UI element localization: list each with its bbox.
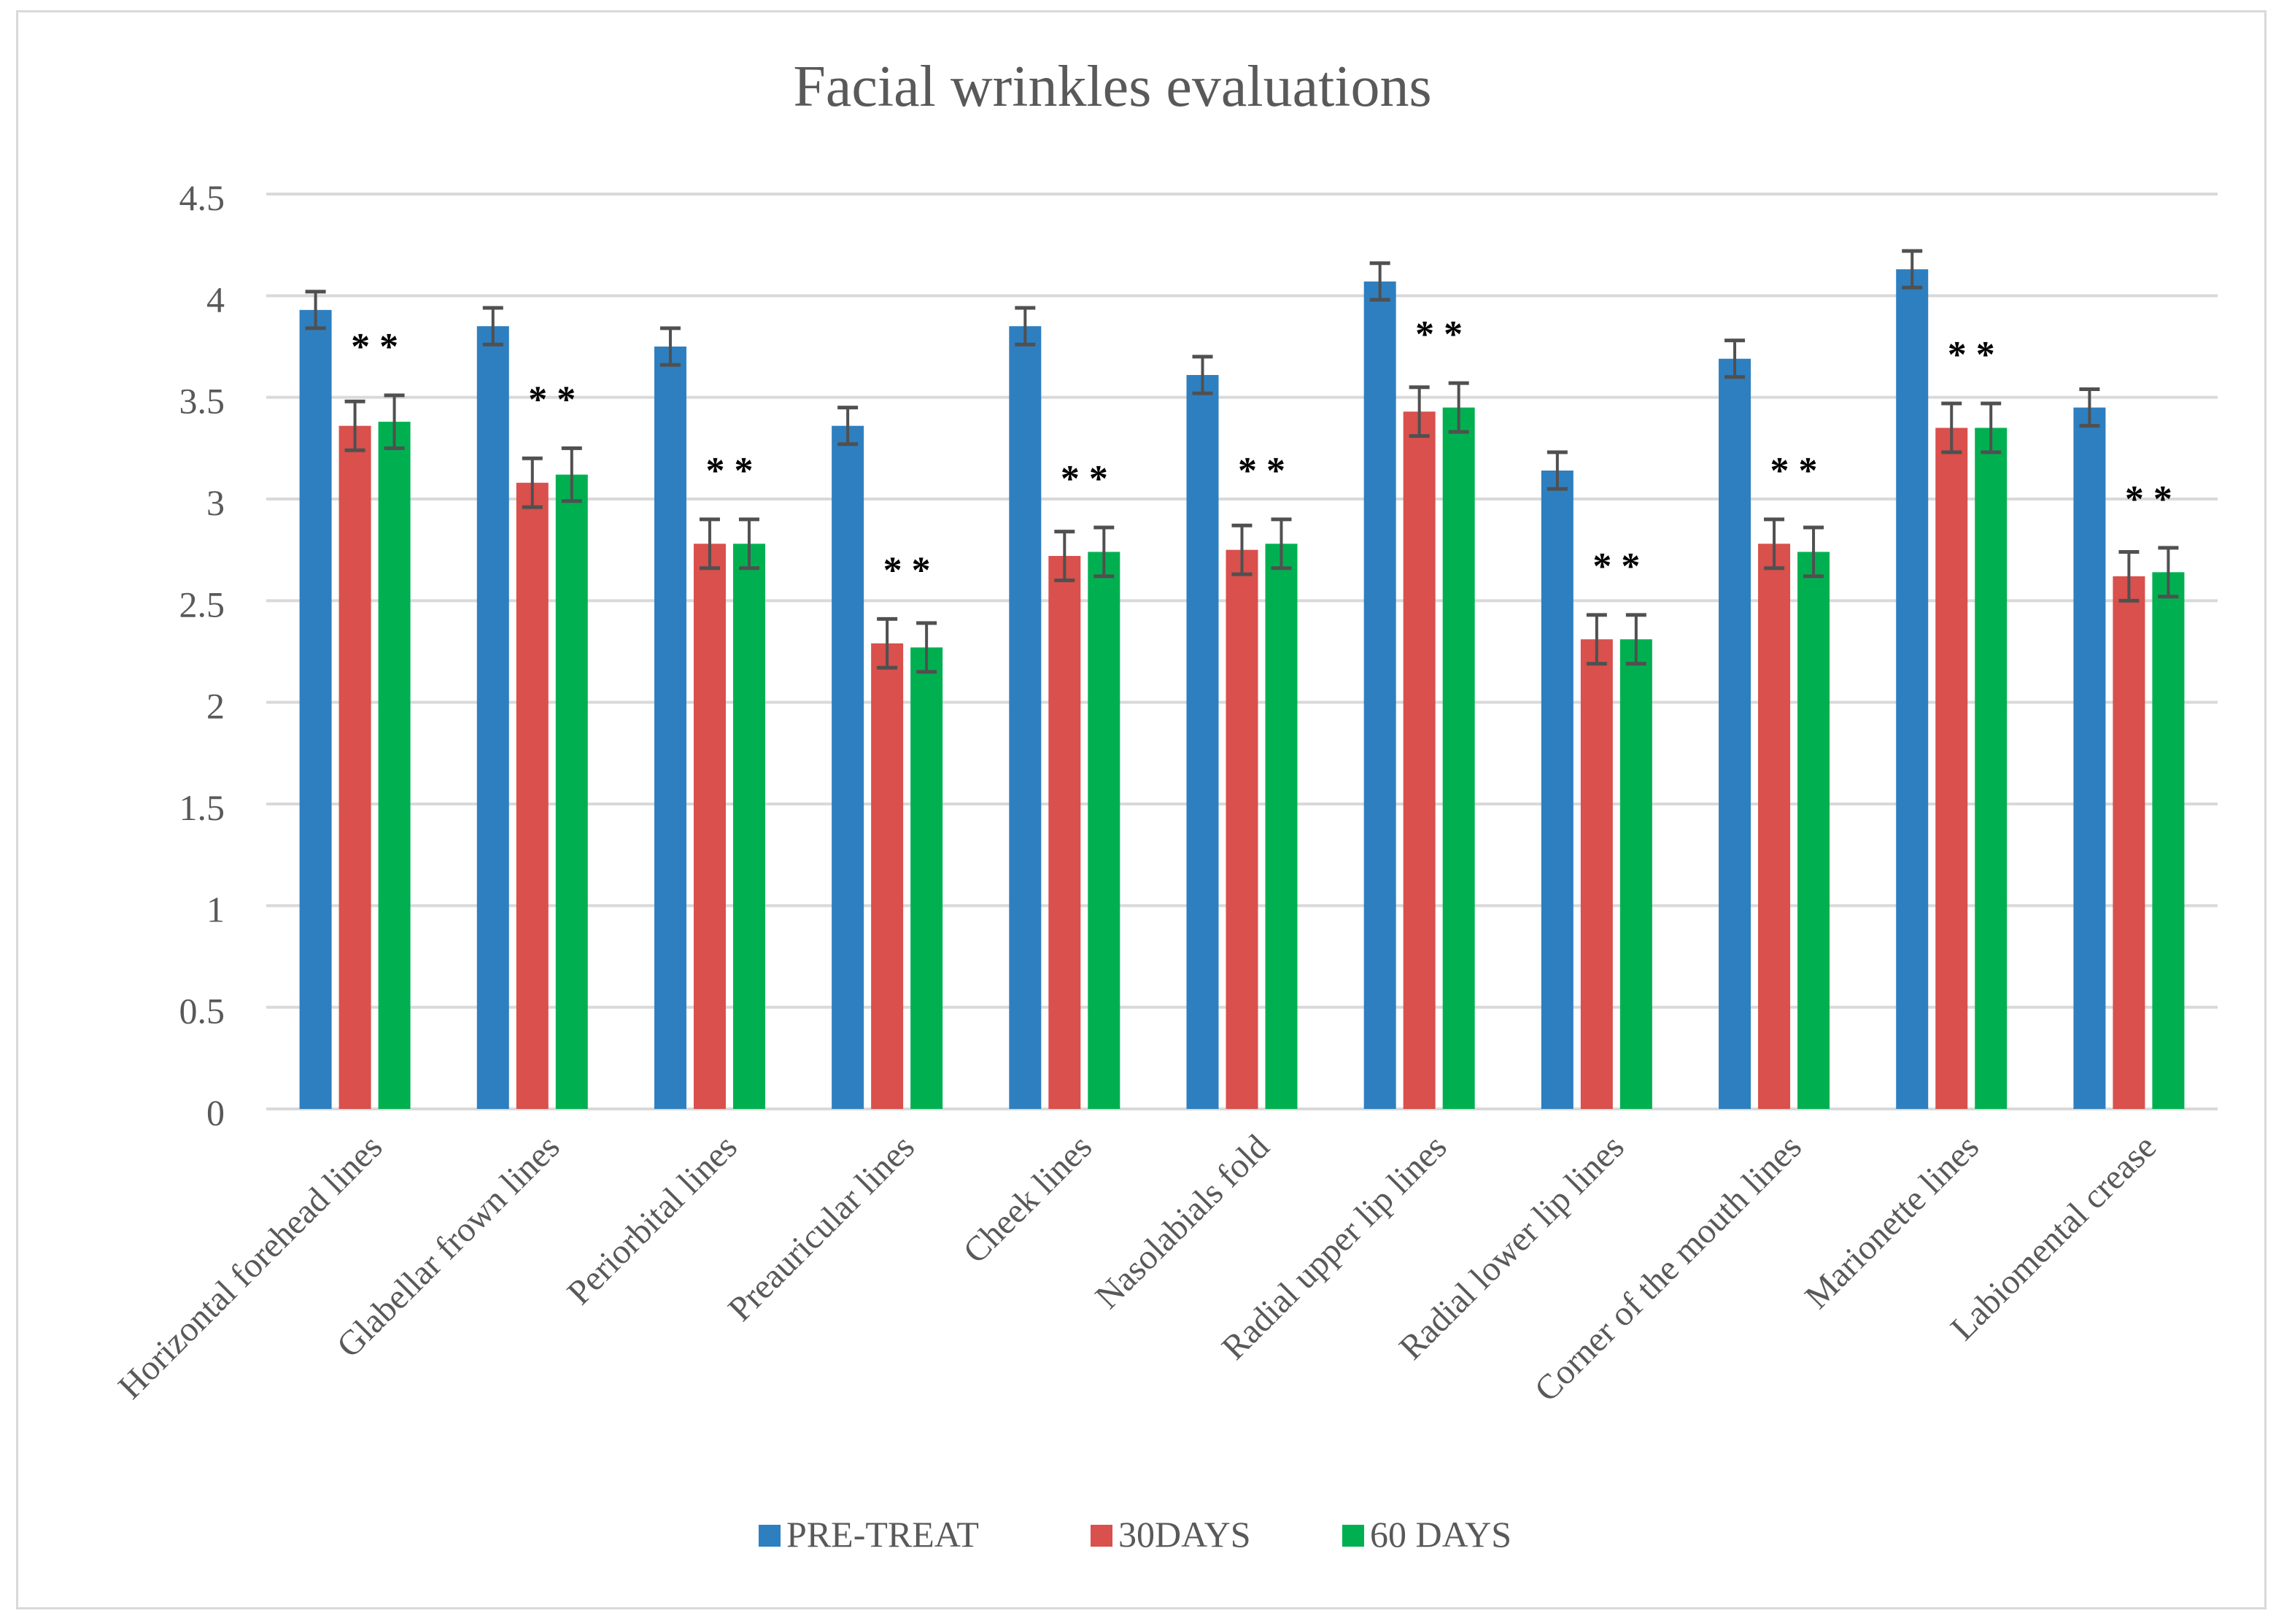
significance-annotation: * * xyxy=(1061,458,1108,500)
x-tick-label: Preauricular lines xyxy=(721,1127,922,1329)
significance-annotation: * * xyxy=(1415,314,1463,355)
bar xyxy=(2113,576,2145,1109)
bar xyxy=(1935,428,1968,1109)
bar xyxy=(1580,639,1613,1109)
bar xyxy=(516,482,549,1109)
significance-annotation: * * xyxy=(1770,450,1818,492)
bar xyxy=(1896,269,1929,1109)
y-tick-label: 4 xyxy=(206,279,225,320)
significance-annotation: * * xyxy=(705,450,753,492)
legend-label: 30DAYS xyxy=(1118,1514,1251,1555)
bar xyxy=(1403,411,1436,1109)
bar xyxy=(1758,544,1791,1109)
bar xyxy=(299,309,332,1110)
x-tick-label: Nasolabials fold xyxy=(1088,1127,1277,1316)
y-tick-label: 0 xyxy=(206,1092,225,1133)
bar xyxy=(693,544,726,1109)
legend-label: PRE-TREAT xyxy=(786,1514,979,1555)
chart-title: Facial wrinkles evaluations xyxy=(793,55,1431,119)
bar xyxy=(832,425,864,1109)
bar xyxy=(1363,281,1396,1109)
bar xyxy=(476,326,509,1110)
bar xyxy=(378,422,411,1109)
y-tick-label: 3.5 xyxy=(179,381,225,422)
y-tick-label: 3 xyxy=(206,482,225,523)
legend-swatch xyxy=(759,1525,781,1547)
significance-annotation: * * xyxy=(2125,479,2172,520)
bar xyxy=(910,647,943,1109)
x-tick-label: Marionette lines xyxy=(1797,1127,1986,1316)
significance-annotation: * * xyxy=(1238,450,1285,492)
significance-annotation: * * xyxy=(1948,334,1995,376)
bar xyxy=(1975,428,2008,1109)
significance-annotation: * * xyxy=(351,326,398,368)
y-tick-label: 0.5 xyxy=(179,991,225,1032)
y-tick-label: 1 xyxy=(206,889,225,929)
significance-annotation: * * xyxy=(883,549,931,591)
legend-label: 60 DAYS xyxy=(1370,1514,1511,1555)
bar xyxy=(1088,552,1120,1109)
significance-annotation: * * xyxy=(528,379,576,420)
chart-frame xyxy=(16,10,2266,1609)
bar xyxy=(1226,549,1258,1109)
bar xyxy=(555,474,588,1109)
bar xyxy=(1541,470,1573,1109)
y-tick-label: 4.5 xyxy=(179,177,225,218)
significance-annotation: * * xyxy=(1592,546,1640,587)
x-tick-label: Horizontal forehead lines xyxy=(111,1127,390,1406)
y-tick-label: 2.5 xyxy=(179,584,225,625)
bar xyxy=(1265,544,1298,1109)
x-tick-label: Periorbital lines xyxy=(560,1127,744,1312)
bar xyxy=(654,347,686,1109)
bar xyxy=(2152,572,2185,1109)
legend-swatch xyxy=(1342,1525,1364,1547)
bar xyxy=(2073,407,2106,1109)
bar xyxy=(1009,326,1042,1110)
y-tick-label: 1.5 xyxy=(179,787,225,828)
bar xyxy=(1797,552,1830,1109)
bar xyxy=(1619,639,1652,1109)
bar xyxy=(732,544,765,1109)
bar xyxy=(1442,407,1475,1109)
bar xyxy=(1186,375,1219,1109)
bar xyxy=(338,425,371,1109)
y-tick-label: 2 xyxy=(206,686,225,727)
bar xyxy=(1048,556,1081,1109)
x-tick-label: Cheek lines xyxy=(956,1127,1099,1271)
bar xyxy=(1719,358,1751,1110)
bar xyxy=(871,643,904,1109)
legend-swatch xyxy=(1091,1525,1112,1547)
